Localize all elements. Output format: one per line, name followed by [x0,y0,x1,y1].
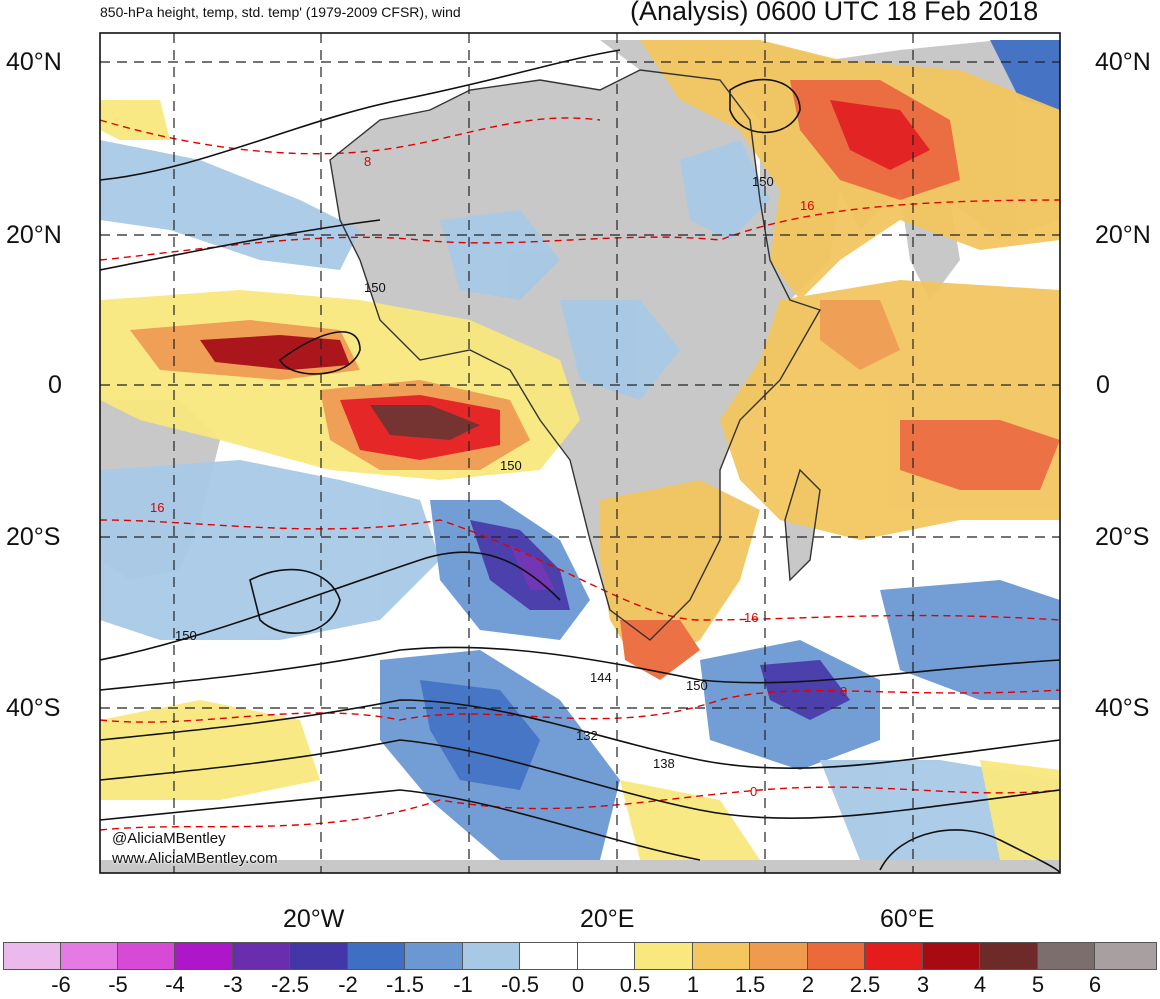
temp-label-south-indian-8: 8 [840,684,847,699]
temp-label-0: 0 [750,784,757,799]
warm-patch-gulf-guinea-core [370,405,480,440]
height-contour-north-1 [100,49,621,181]
cold-anomalies [100,40,1060,860]
temp-contour-8-north [100,117,601,155]
map-title-right: (Analysis) 0600 UTC 18 Feb 2018 [630,0,1039,26]
cold-patch-nw-atlantic [100,140,360,270]
height-contour-north-2 [100,219,381,271]
height-contour-equator-150 [278,331,361,375]
warm-patch-north-atlantic [100,100,170,140]
height-label-gulf: 150 [500,458,522,473]
lat-label-left-40s: 40°S [6,694,61,722]
lat-label-right-40n: 40°N [1095,48,1151,76]
lat-label-right-40s: 40°S [1095,694,1150,722]
warm-patch-indian-ocean-east [900,420,1060,490]
height-label-138: 138 [653,756,675,771]
height-label-arabia: 150 [752,174,774,189]
height-label-144: 144 [590,670,612,685]
antarctic-shadow [100,860,1060,873]
temperature-contour-labels: 8 16 16 16 0 8 [150,154,847,799]
warm-patch-far-southeast [980,760,1060,860]
warm-patch-equatorial-atlantic-red [200,335,350,370]
lon-label-20e: 20°E [580,905,635,933]
height-label-west-africa: 150 [364,280,386,295]
cold-patch-south-atlantic [100,460,440,640]
cold-patch-south-indian-core [760,660,850,720]
cold-patch-arabia [680,140,770,240]
temp-contour-8-south [100,689,1060,723]
height-contours [100,49,1060,873]
credit-handle: @AliciaMBentley [112,830,226,847]
lat-label-left-40n: 40°N [6,48,62,76]
height-contour-south-150-b [100,551,561,661]
temp-contour-16-south [100,519,1060,621]
cold-patch-north-africa [440,210,560,300]
africa-coastline [329,69,822,641]
cold-patch-equatorial-africa [560,300,680,400]
temp-label-north-8: 8 [364,154,371,169]
lat-label-right-20n: 20°N [1095,221,1151,249]
temp-contour-0-south [100,786,1060,831]
height-contour-low-north [729,78,801,134]
height-contour-south-144 [100,646,1060,691]
lat-label-right-equator: 0 [1096,371,1110,399]
lon-label-60e: 60°E [880,905,935,933]
cold-patch-east-asia [990,40,1060,110]
temp-label-south-atlantic-16: 16 [150,500,164,515]
madagascar-coastline [784,468,821,582]
height-contour-south-150-a [249,568,341,634]
lat-label-left-20n: 20°N [6,221,62,249]
coastlines [329,69,822,641]
warm-patch-iran-core [830,100,930,170]
cold-patch-far-east [880,580,1060,700]
height-contour-se-low [879,829,1060,873]
graticule [100,33,1060,873]
lat-label-left-equator: 0 [48,371,62,399]
lat-label-right-20s: 20°S [1095,523,1150,551]
temp-label-mozambique-16: 16 [744,610,758,625]
cold-patch-namibia-peak [510,545,555,590]
height-contour-south-126 [100,789,701,861]
warm-patch-indian-ocean-orange [820,300,900,370]
height-contour-labels: 150 150 150 150 144 150 132 138 [175,174,774,771]
height-contour-south-132 [100,739,1060,820]
lat-label-left-20s: 20°S [6,523,61,551]
temperature-contours [100,117,1060,831]
height-contour-south-138 [100,699,1060,770]
map-frame [99,32,1061,874]
warm-patch-south-africa-tip [620,620,700,680]
credit-website: www.AliciaMBentley.com [112,850,278,867]
lon-label-20w: 20°W [283,905,345,933]
temp-contour-16-north [100,199,1060,261]
temp-label-arabia-16: 16 [800,198,814,213]
height-label-132: 132 [576,728,598,743]
height-label-150-south: 150 [686,678,708,693]
height-label-south-atlantic: 150 [175,628,197,643]
map-title-left: 850-hPa height, temp, std. temp' (1979-2… [100,4,461,20]
